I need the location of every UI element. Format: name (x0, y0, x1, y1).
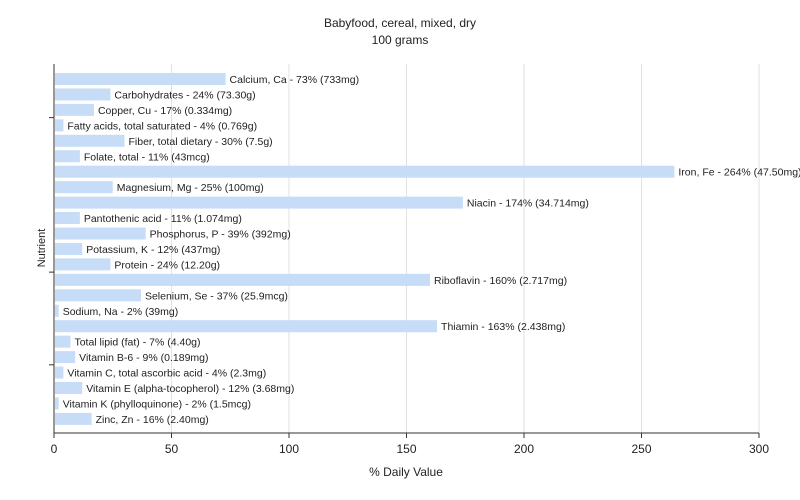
bar (55, 320, 438, 333)
bar-label: Thiamin - 163% (2.438mg) (441, 321, 565, 333)
bar (55, 351, 76, 364)
bar (55, 289, 141, 302)
bar-label: Vitamin K (phylloquinone) - 2% (1.5mcg) (63, 398, 251, 410)
bar-label: Fiber, total dietary - 30% (7.5g) (129, 136, 273, 148)
bar-label: Folate, total - 11% (43mcg) (84, 151, 210, 163)
x-tick-label: 150 (396, 442, 416, 456)
bar (55, 258, 111, 271)
x-tick-label: 300 (749, 442, 769, 456)
x-ticks-group: 0 50 100 150 200 250 300 (51, 433, 769, 456)
bar (55, 212, 80, 225)
bar (55, 382, 83, 394)
bar (55, 88, 111, 101)
x-tick-label: 200 (514, 442, 534, 456)
x-tick-label: 100 (279, 442, 299, 456)
bar (55, 412, 92, 425)
chart-title: Babyfood, cereal, mixed, dry (324, 16, 476, 30)
x-tick-label: 0 (51, 442, 58, 456)
y-axis-label: Nutrient (36, 229, 48, 268)
chart-subtitle: 100 grams (372, 33, 429, 47)
x-tick-label: 50 (165, 442, 179, 456)
bar-label: Iron, Fe - 264% (47.50mg) (678, 167, 800, 179)
bar (55, 242, 83, 255)
bar-label: Protein - 24% (12.20g) (114, 259, 220, 271)
bar (55, 119, 64, 132)
bar-label: Vitamin E (alpha-tocopherol) - 12% (3.68… (86, 383, 294, 395)
bar-label: Phosphorus, P - 39% (392mg) (150, 229, 291, 241)
bar (55, 304, 59, 317)
bar-label: Fatty acids, total saturated - 4% (0.769… (67, 120, 257, 132)
bar-label: Magnesium, Mg - 25% (100mg) (117, 182, 264, 194)
bar (55, 103, 94, 116)
bar-label: Riboflavin - 160% (2.717mg) (434, 275, 567, 287)
bar (55, 397, 59, 410)
x-axis-label: % Daily Value (369, 465, 443, 479)
bar-label: Calcium, Ca - 73% (733mg) (230, 74, 360, 86)
x-tick-label: 250 (631, 442, 651, 456)
bar-label: Sodium, Na - 2% (39mg) (63, 306, 179, 318)
bar (55, 273, 430, 286)
bar (55, 181, 113, 194)
bar (55, 366, 64, 379)
bar-label: Niacin - 174% (34.714mg) (467, 198, 589, 210)
bar-labels-group: Calcium, Ca - 73% (733mg) Carbohydrates -… (63, 74, 800, 426)
bar (55, 196, 463, 209)
bar (55, 73, 226, 85)
bar-label: Potassium, K - 12% (437mg) (86, 244, 220, 256)
bar-label: Selenium, Se - 37% (25.9mcg) (145, 290, 288, 302)
bar (55, 165, 675, 178)
bar-label: Zinc, Zn - 16% (2.40mg) (96, 414, 209, 426)
bar-label: Vitamin C, total ascorbic acid - 4% (2.3… (67, 368, 266, 380)
bar (55, 150, 80, 163)
bar (55, 227, 146, 240)
bars-group (55, 73, 675, 425)
bar-label: Total lipid (fat) - 7% (4.40g) (74, 337, 200, 349)
bar (55, 335, 71, 348)
bar (55, 134, 125, 147)
bar-label: Copper, Cu - 17% (0.334mg) (98, 105, 232, 117)
bar-label: Pantothenic acid - 11% (1.074mg) (84, 213, 242, 225)
bar-label: Carbohydrates - 24% (73.30g) (114, 89, 255, 101)
grid-lines (171, 64, 760, 433)
bar-label: Vitamin B-6 - 9% (0.189mg) (79, 352, 208, 364)
